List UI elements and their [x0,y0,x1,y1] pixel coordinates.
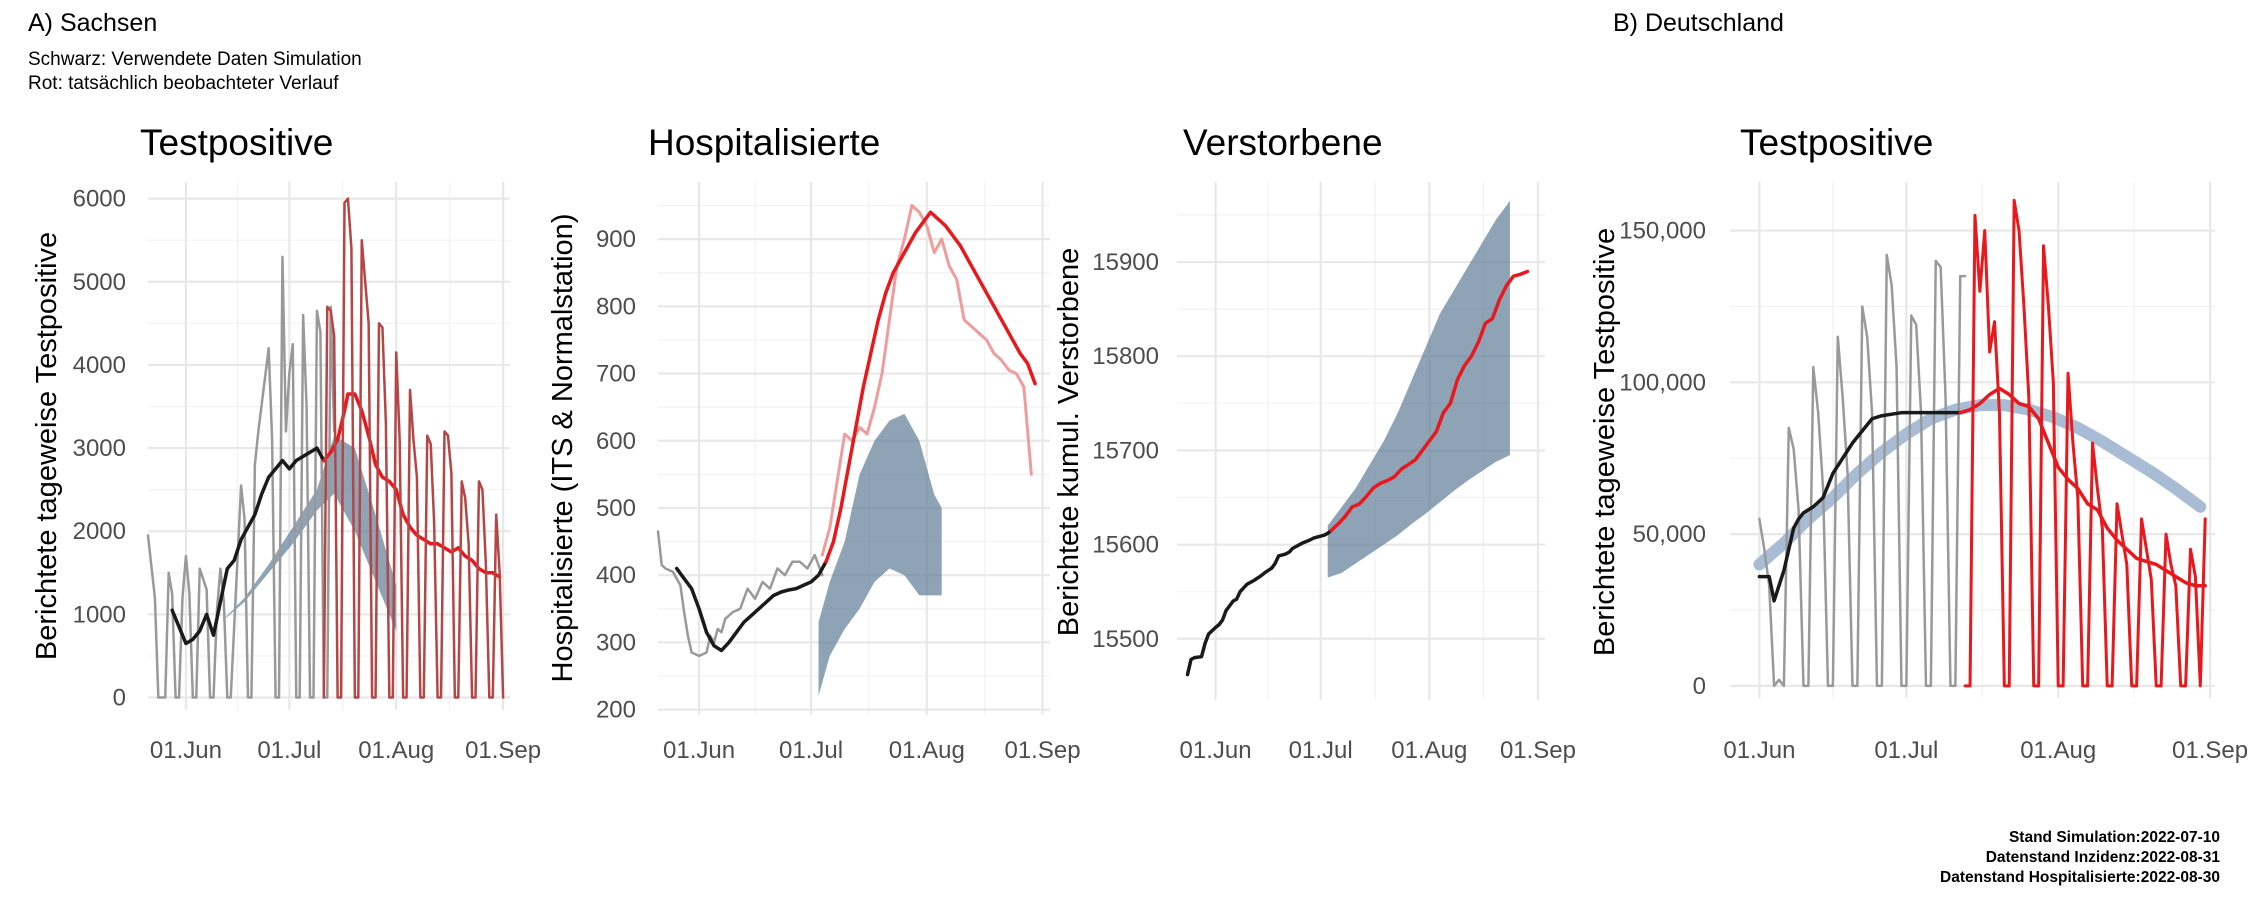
y-tick-label: 6000 [73,186,126,213]
y-tick-label: 100,000 [1619,369,1706,396]
x-tick-label: 01.Jul [257,737,321,764]
y-axis-label: Hospitalisierte (ITS & Normalstation) [547,214,579,683]
y-tick-label: 600 [596,428,636,455]
x-tick-label: 01.Jun [663,737,735,764]
series-line [1958,386,2207,588]
x-tick-label: 01.Aug [1391,737,1467,764]
section-title-sachsen: A) Sachsen [28,9,158,37]
x-tick-label: 01.Sep [465,737,541,764]
series-line [1329,269,1530,533]
y-tick-label: 500 [596,495,636,522]
y-axis-label: Berichtete kumul. Verstorbene [1053,248,1085,636]
y-tick-label: 300 [596,629,636,656]
panel-title: Testpositive [140,122,333,163]
series-line [656,530,824,658]
y-tick-label: 15900 [1092,249,1159,276]
y-tick-label: 4000 [73,352,126,379]
x-tick-label: 01.Aug [889,737,965,764]
y-tick-label: 50,000 [1633,521,1706,548]
y-tick-label: 2000 [73,518,126,545]
data-status-footer: Stand Simulation:2022-07-10 Datenstand I… [1940,828,2220,888]
y-tick-label: 900 [596,226,636,253]
series-line [674,560,828,653]
y-tick-label: 1000 [73,601,126,628]
y-tick-label: 15500 [1092,626,1159,653]
legend-note: Schwarz: Verwendete Daten Simulation Rot… [28,48,362,96]
x-tick-label: 01.Sep [1500,737,1576,764]
x-tick-label: 01.Sep [2172,737,2248,764]
x-tick-label: 01.Aug [2020,737,2096,764]
series-line [1185,528,1333,677]
datenstand-inzidenz: Datenstand Inzidenz:2022-08-31 [1985,849,2220,866]
stand-simulation: Stand Simulation:2022-07-10 [2008,829,2220,846]
series-line [1758,253,1967,688]
series-line [820,204,1033,557]
series-line [170,446,326,646]
x-tick-label: 01.Jun [1723,737,1795,764]
x-tick-label: 01.Jul [1874,737,1938,764]
panel-title: Hospitalisierte [648,122,880,163]
y-tick-label: 400 [596,562,636,589]
y-tick-label: 15600 [1092,532,1159,559]
y-tick-label: 5000 [73,269,126,296]
y-tick-label: 700 [596,361,636,388]
y-tick-label: 0 [113,685,126,712]
series-line [1963,198,2207,688]
x-tick-label: 01.Jul [779,737,843,764]
y-axis-label: Berichtete tageweise Testpositive [1589,228,1621,656]
y-tick-label: 15800 [1092,343,1159,370]
series-line [1757,410,1963,603]
y-tick-label: 200 [596,697,636,724]
y-tick-label: 150,000 [1619,218,1706,245]
panel-title: Testpositive [1740,122,1933,163]
y-tick-label: 3000 [73,435,126,462]
y-axis-label: Berichtete tageweise Testpositive [31,232,63,660]
panel-title: Verstorbene [1183,122,1383,163]
datenstand-hospitalisierte: Datenstand Hospitalisierte:2022-08-30 [1940,869,2220,886]
section-title-deutschland: B) Deutschland [1613,9,1784,37]
y-tick-label: 0 [1693,673,1706,700]
x-tick-label: 01.Sep [1004,737,1080,764]
x-tick-label: 01.Jun [1180,737,1252,764]
y-tick-label: 800 [596,293,636,320]
x-tick-label: 01.Jun [150,737,222,764]
series-line [824,210,1037,564]
series-line [322,197,505,699]
y-tick-label: 15700 [1092,437,1159,464]
simulation-band [1327,200,1510,578]
x-tick-label: 01.Jul [1289,737,1353,764]
simulation-band [818,413,942,697]
x-tick-label: 01.Aug [358,737,434,764]
legend-note-red: Rot: tatsächlich beobachteter Verlauf [28,73,339,94]
legend-note-black: Schwarz: Verwendete Daten Simulation [28,49,362,70]
